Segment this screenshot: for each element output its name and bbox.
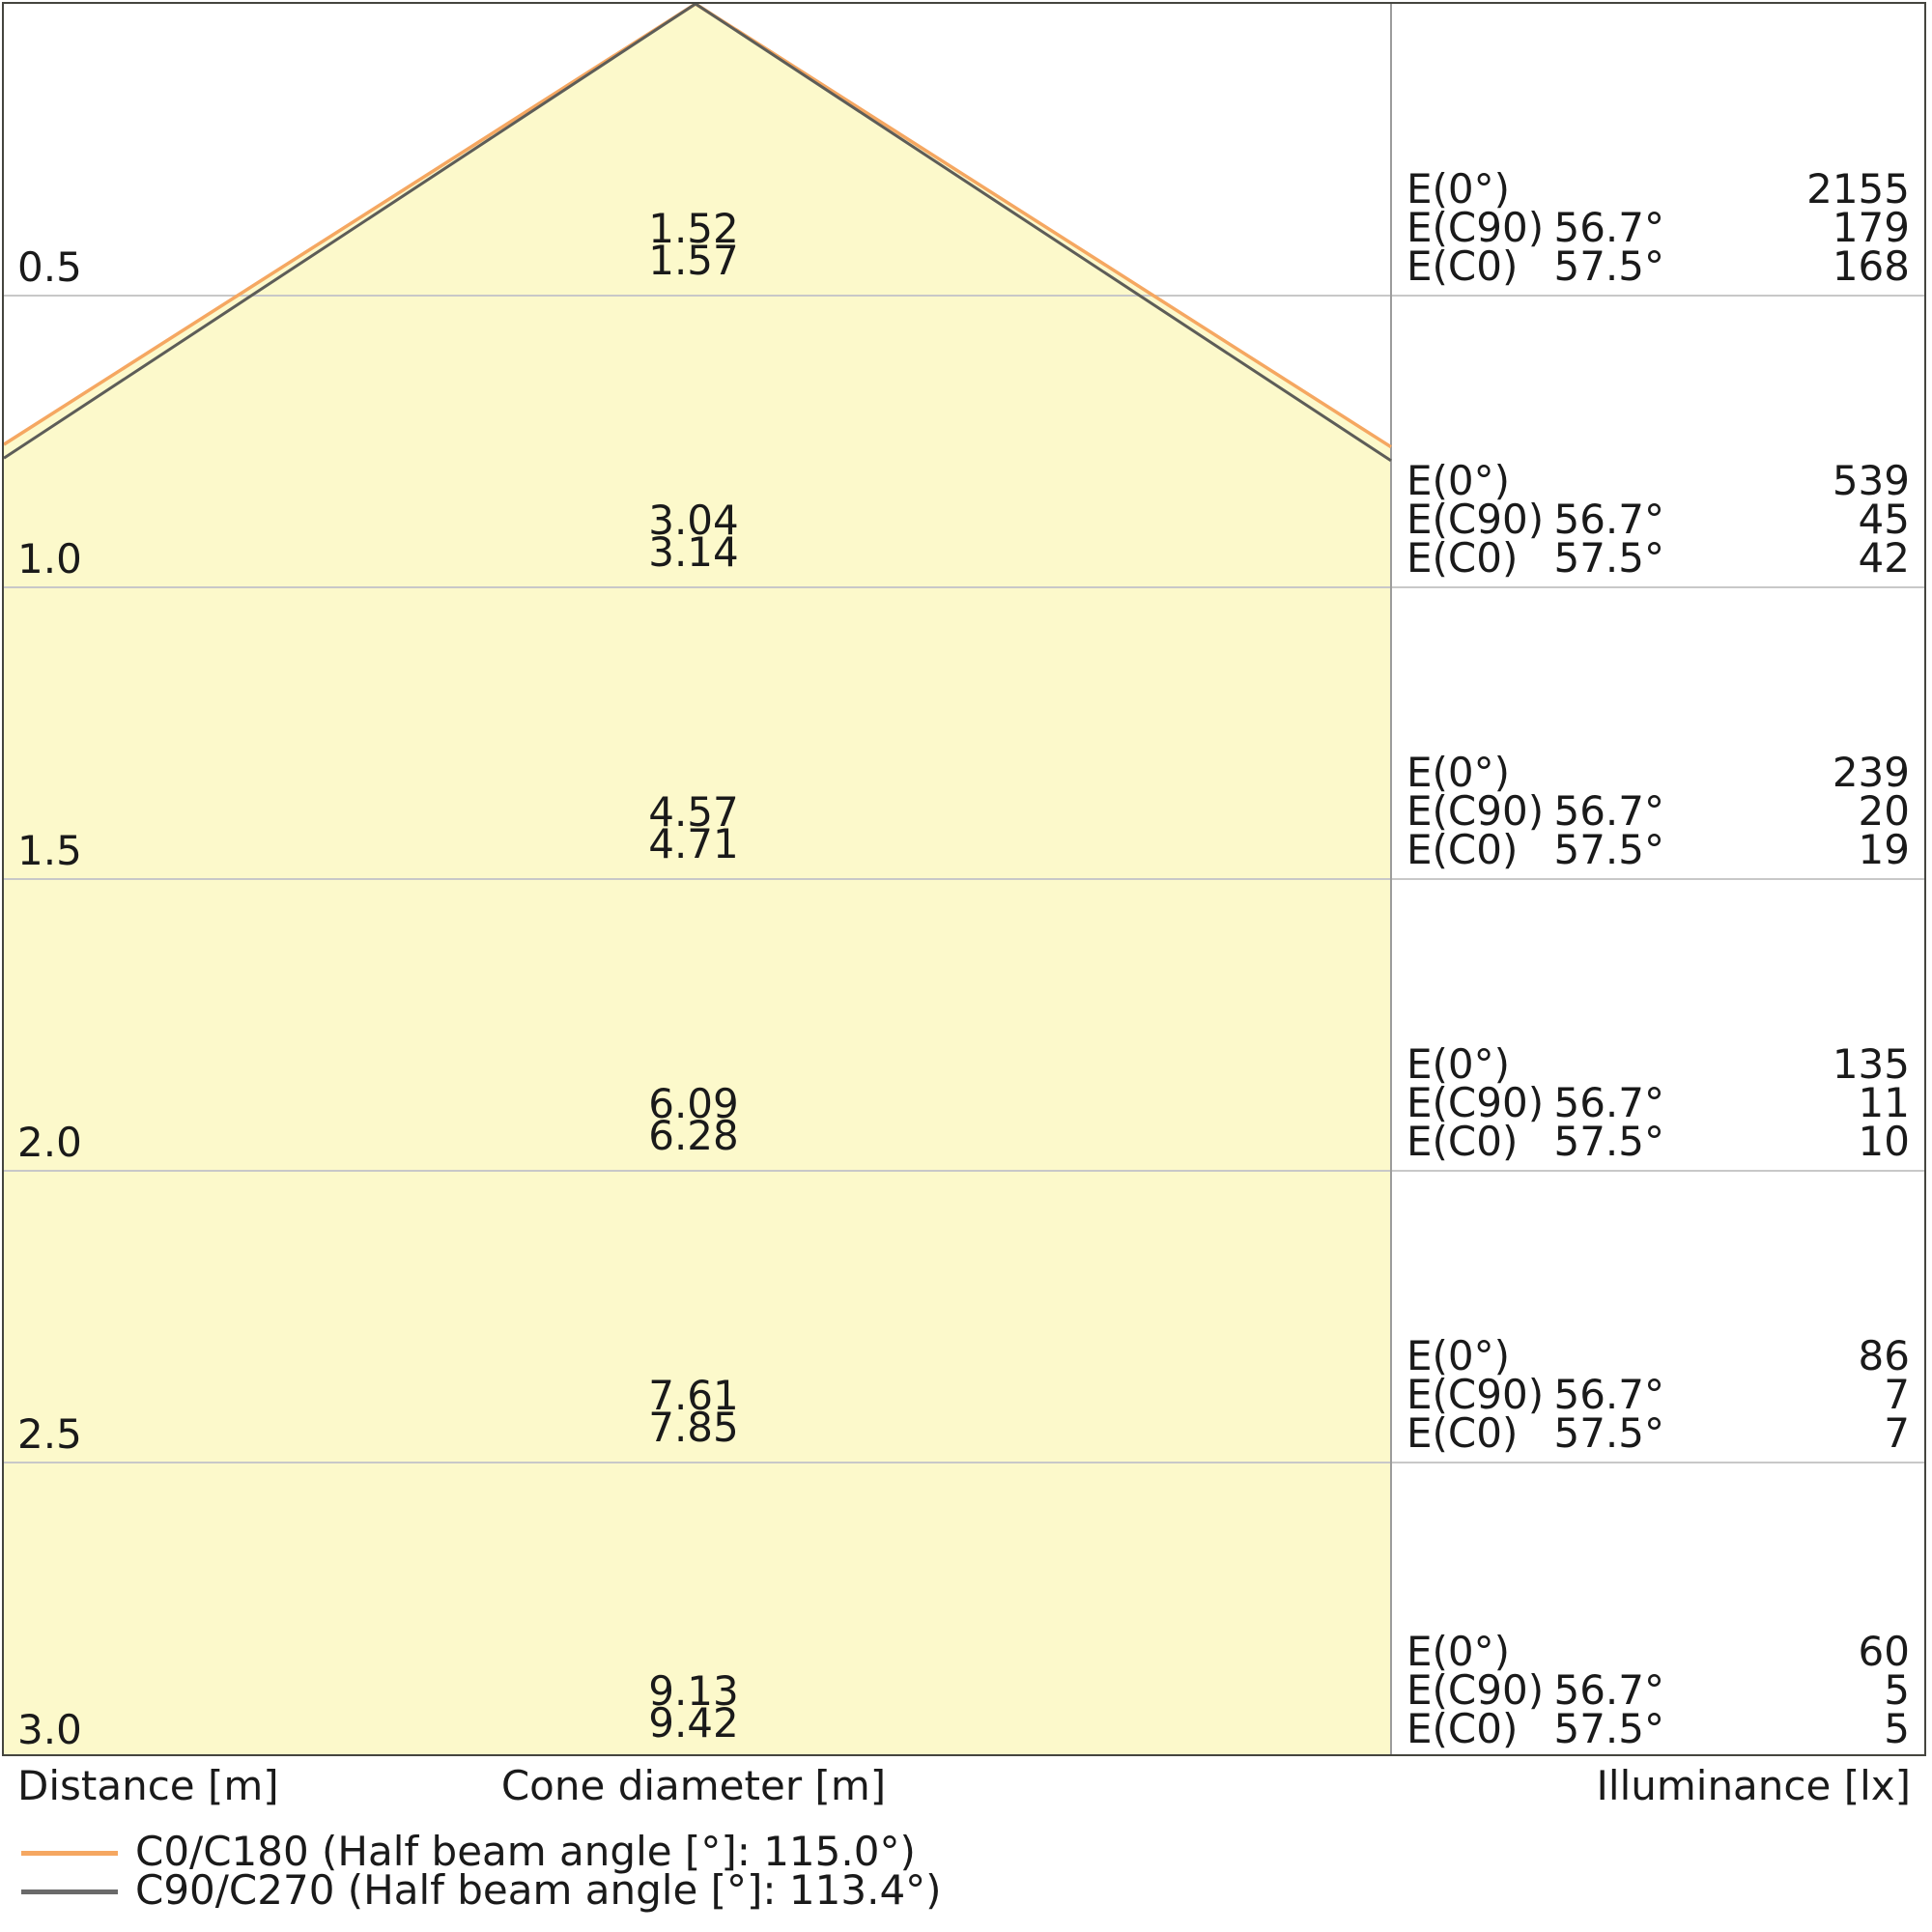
distance-label: 2.0 <box>17 1119 82 1166</box>
ec90-label: E(C90) <box>1406 787 1545 835</box>
ec0-value: 10 <box>1858 1118 1910 1165</box>
ec0-label: E(C0) <box>1406 242 1519 290</box>
ec0-angle: 57.5° <box>1553 534 1664 582</box>
cone-diameter-c0: 7.85 <box>648 1404 739 1451</box>
distance-label: 3.0 <box>17 1706 82 1753</box>
ec90-label: E(C90) <box>1406 1666 1545 1714</box>
ec90-angle: 56.7° <box>1553 204 1664 251</box>
ec90-label: E(C90) <box>1406 1371 1545 1418</box>
e0-label: E(0°) <box>1406 1332 1511 1379</box>
illuminance-block: E(0°) 86 E(C90) 56.7° 7 E(C0) 57.5° 7 <box>1406 1332 1910 1457</box>
illuminance-block: E(0°) 60 E(C90) 56.7° 5 E(C0) 57.5° 5 <box>1406 1628 1910 1752</box>
ec0-angle: 57.5° <box>1553 242 1664 290</box>
legend-swatch-c90-icon <box>21 1889 118 1894</box>
ec90-label: E(C90) <box>1406 204 1545 251</box>
illuminance-block: E(0°) 135 E(C90) 56.7° 11 E(C0) 57.5° 10 <box>1406 1040 1910 1165</box>
ec0-label: E(C0) <box>1406 1118 1519 1165</box>
e0-value: 239 <box>1832 749 1910 796</box>
gridlines <box>4 295 1924 1463</box>
legend-label-c90: C90/C270 (Half beam angle [°]: 113.4°) <box>135 1866 942 1914</box>
ec0-value: 5 <box>1884 1705 1910 1752</box>
ec0-value: 19 <box>1858 826 1910 873</box>
cone-diameter-label: 9.13 9.42 <box>452 1667 935 1747</box>
cone-diameter-c0: 9.42 <box>648 1699 739 1747</box>
ec90-label: E(C90) <box>1406 1079 1545 1126</box>
e0-value: 60 <box>1858 1628 1910 1675</box>
ec90-value: 11 <box>1858 1079 1910 1126</box>
legend-label-c0: C0/C180 (Half beam angle [°]: 115.0°) <box>135 1828 916 1875</box>
cone-diameter-c90: 9.13 <box>648 1667 739 1715</box>
ec90-label: E(C90) <box>1406 496 1545 543</box>
ec90-value: 179 <box>1832 204 1910 251</box>
c0-beam-line <box>4 4 1392 449</box>
ec0-label: E(C0) <box>1406 1705 1519 1752</box>
ec90-angle: 56.7° <box>1553 1079 1664 1126</box>
e0-label: E(0°) <box>1406 749 1511 796</box>
illuminance-block: E(0°) 239 E(C90) 56.7° 20 E(C0) 57.5° 19 <box>1406 749 1910 873</box>
ec90-value: 5 <box>1884 1666 1910 1714</box>
cone-diameter-label: 7.61 7.85 <box>452 1372 935 1451</box>
distance-label: 0.5 <box>17 243 82 291</box>
cone-diameter-c0: 4.71 <box>648 820 739 867</box>
legend-swatch-c0-icon <box>21 1851 118 1856</box>
cone-diameter-c0: 6.28 <box>648 1112 739 1159</box>
ec90-angle: 56.7° <box>1553 1666 1664 1714</box>
chart-area <box>2 2 1926 1756</box>
ec0-label: E(C0) <box>1406 826 1519 873</box>
distance-axis-label: Distance [m] <box>17 1762 279 1809</box>
distance-label: 1.0 <box>17 535 82 582</box>
ec0-angle: 57.5° <box>1553 1118 1664 1165</box>
cone-diameter-label: 6.09 6.28 <box>452 1080 935 1159</box>
distance-label: 2.5 <box>17 1410 82 1458</box>
e0-value: 2155 <box>1806 165 1910 213</box>
e0-value: 539 <box>1832 457 1910 504</box>
ec0-angle: 57.5° <box>1553 1705 1664 1752</box>
ec90-angle: 56.7° <box>1553 496 1664 543</box>
ec0-angle: 57.5° <box>1553 1409 1664 1457</box>
cone-diameter-label: 4.57 4.71 <box>452 788 935 867</box>
ec0-value: 168 <box>1832 242 1910 290</box>
cone-diameter-c90: 3.04 <box>648 497 739 544</box>
cone-diameter-label: 3.04 3.14 <box>452 497 935 576</box>
e0-label: E(0°) <box>1406 1040 1511 1088</box>
c90-beam-line <box>4 4 1392 463</box>
ec0-angle: 57.5° <box>1553 826 1664 873</box>
e0-label: E(0°) <box>1406 1628 1511 1675</box>
cone-diameter-axis-label: Cone diameter [m] <box>500 1762 887 1809</box>
cone-diameter-c90: 6.09 <box>648 1080 739 1127</box>
ec90-value: 45 <box>1858 496 1910 543</box>
ec0-value: 7 <box>1884 1409 1910 1457</box>
cone-plot <box>4 4 1924 1754</box>
cone-diameter-c0: 3.14 <box>648 528 739 576</box>
illuminance-block: E(0°) 539 E(C90) 56.7° 45 E(C0) 57.5° 42 <box>1406 457 1910 582</box>
ec90-value: 20 <box>1858 787 1910 835</box>
e0-label: E(0°) <box>1406 457 1511 504</box>
ec0-label: E(C0) <box>1406 534 1519 582</box>
cone-diameter-c90: 4.57 <box>648 788 739 836</box>
cone-diameter-label: 1.52 1.57 <box>452 205 935 284</box>
cone-diameter-c90: 7.61 <box>648 1372 739 1419</box>
distance-label: 1.5 <box>17 827 82 874</box>
ec90-value: 7 <box>1884 1371 1910 1418</box>
cone-diameter-c0: 1.57 <box>648 237 739 284</box>
e0-value: 86 <box>1858 1332 1910 1379</box>
illuminance-axis-label: Illuminance [lx] <box>1596 1762 1911 1809</box>
ec0-label: E(C0) <box>1406 1409 1519 1457</box>
illuminance-block: E(0°) 2155 E(C90) 56.7° 179 E(C0) 57.5° 168 <box>1406 165 1910 290</box>
ec0-value: 42 <box>1858 534 1910 582</box>
ec90-angle: 56.7° <box>1553 1371 1664 1418</box>
ec90-angle: 56.7° <box>1553 787 1664 835</box>
e0-value: 135 <box>1832 1040 1910 1088</box>
e0-label: E(0°) <box>1406 165 1511 213</box>
cone-diameter-c90: 1.52 <box>648 205 739 252</box>
